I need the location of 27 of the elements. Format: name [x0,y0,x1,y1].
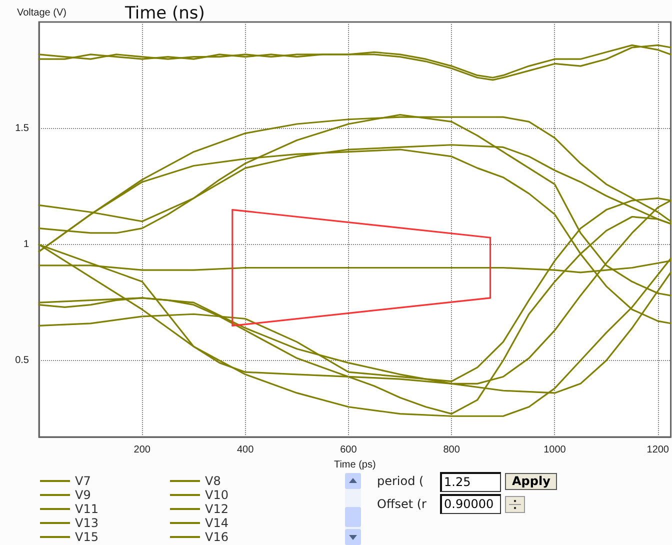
y-axis-title: Voltage (V) [17,8,66,18]
x-axis-title: Time (ps) [334,459,376,470]
chart-title: Time (ns) [124,4,205,24]
legend-label: V9 [75,488,91,502]
x-tick-label: 400 [236,444,254,456]
text: 0.90000 [440,494,501,514]
legend-label: V12 [205,502,228,516]
text: Apply [505,473,558,490]
y-tick-label: 1.5 [15,123,30,134]
x-tick-label: 1000 [544,444,566,456]
y-tick-label: 0.5 [15,354,30,366]
x-tick-label: 200 [134,444,151,456]
legend-label: V15 [75,530,98,544]
text: 1.25 [440,472,501,492]
y-tick-label: 1 [23,239,30,250]
x-tick-label: 600 [340,444,358,456]
text: Offset (r [377,497,426,511]
legend-label: V8 [205,474,221,488]
legend-label: V11 [75,502,98,516]
x-tick-label: 800 [443,444,460,456]
legend-label: V16 [205,530,228,544]
x-tick-label: 1200 [646,444,670,456]
legend-label: V10 [205,488,228,502]
text: period ( [377,474,424,488]
legend-label: V7 [75,474,91,488]
legend-label: V13 [75,516,98,530]
legend-label: V14 [205,516,228,530]
